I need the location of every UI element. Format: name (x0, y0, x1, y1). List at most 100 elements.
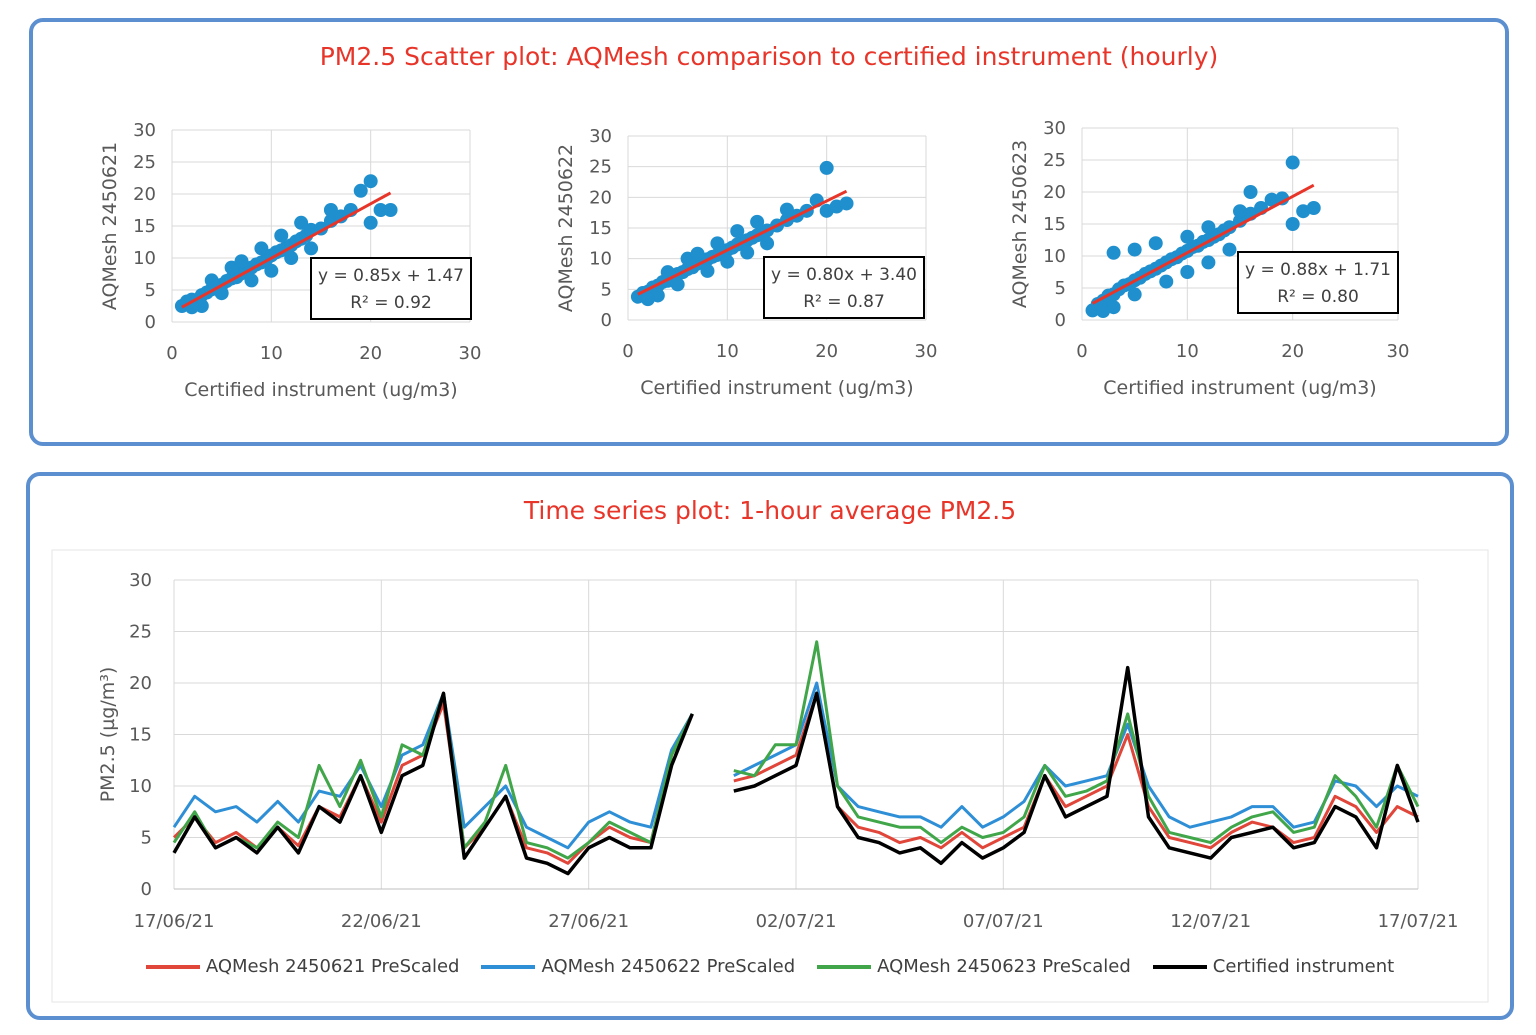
timeseries-chart: 0 5 10 15 20 25 30 17/06/21 22/06/21 27/06/21 02/0… (51, 549, 1489, 1003)
y-tick-label: 20 (589, 187, 612, 208)
legend-swatch (481, 964, 536, 969)
y-tick-label: 20 (1043, 182, 1066, 203)
y-tick-label: 25 (1043, 150, 1066, 171)
scatter-point (363, 174, 378, 189)
scatter-point (254, 241, 269, 256)
legend-label: AQMesh 2450621 PreScaled (205, 956, 460, 977)
y-tick-label: 10 (1043, 246, 1066, 267)
trend-equation: y = 0.85x + 1.47 (318, 266, 464, 286)
timeseries-panel: Time series plot: 1-hour average PM2.5 0… (26, 472, 1514, 1020)
series-line-2 (172, 681, 1419, 850)
trend-line (181, 191, 392, 309)
r-squared: R² = 0.80 (1277, 287, 1359, 307)
scatter-point (740, 245, 755, 260)
scatter-point (214, 286, 229, 301)
scatter-point (670, 277, 685, 292)
y-tick-label: 20 (133, 184, 156, 205)
scatter-point (204, 273, 219, 288)
y-tick-label: 30 (129, 570, 152, 591)
y-axis-title: PM2.5 (µg/m³) (97, 667, 119, 803)
timeseries-legend: AQMesh 2450621 PreScaled AQMesh 2450622 P… (30, 956, 1510, 977)
scatter-point (1275, 191, 1290, 206)
scatter-point (244, 273, 259, 288)
scatter-point (234, 254, 249, 269)
trend-equation: y = 0.88x + 1.71 (1245, 260, 1391, 280)
scatter-point (1127, 242, 1142, 257)
scatter-chart-3: 0 5 10 15 20 25 30 0 10 20 30 Certified instrument … (1009, 118, 1409, 399)
legend-label: AQMesh 2450622 PreScaled (541, 956, 796, 977)
scatter-point (700, 263, 715, 278)
trend-line (637, 189, 848, 296)
scatter-point (1285, 217, 1300, 231)
x-tick-label: 0 (166, 343, 177, 364)
y-axis-title: AQMesh 2450623 (1009, 140, 1031, 308)
scatter-point (1180, 229, 1195, 244)
x-axis-title: Certified instrument (ug/m3) (1103, 377, 1376, 399)
scatter-point (1296, 204, 1311, 219)
x-axis-title: Certified instrument (ug/m3) (640, 377, 913, 399)
equation-box (310, 257, 472, 320)
legend-item: AQMesh 2450623 PreScaled (817, 956, 1131, 977)
x-tick-label: 10 (716, 341, 739, 362)
equation-box (763, 256, 925, 319)
scatter-point (710, 236, 725, 251)
scatter-point (640, 292, 655, 307)
y-tick-label: 25 (589, 157, 612, 178)
scatter-point (1285, 155, 1300, 170)
scatter-point (1106, 300, 1121, 315)
scatter-point (383, 203, 398, 217)
scatter-point (720, 254, 735, 269)
y-tick-label: 0 (1055, 310, 1066, 331)
r-squared: R² = 0.92 (350, 293, 432, 313)
scatter-point (284, 251, 299, 265)
scatter-point (1201, 255, 1216, 270)
scatter-point (779, 202, 794, 217)
scatter-point (304, 241, 319, 256)
y-tick-label: 30 (1043, 118, 1066, 139)
scatter-point (1148, 236, 1163, 251)
scatter-point (1201, 220, 1216, 235)
legend-label: Certified instrument (1212, 956, 1395, 977)
scatter-point (353, 183, 368, 198)
x-tick-label: 0 (622, 341, 633, 362)
x-tick-label: 30 (1387, 341, 1410, 362)
y-axis-title: AQMesh 2450622 (555, 144, 577, 312)
legend-swatch (817, 964, 872, 969)
y-tick-label: 5 (141, 828, 152, 849)
scatter-point (1243, 185, 1258, 199)
y-tick-label: 0 (145, 312, 156, 333)
y-tick-label: 5 (601, 279, 612, 300)
scatter-point (323, 203, 338, 217)
scatter-point (839, 196, 854, 211)
legend-swatch (1152, 964, 1207, 969)
x-tick-label: 22/06/21 (341, 911, 422, 932)
scatter-point (819, 160, 834, 175)
scatter-point (730, 224, 745, 239)
x-tick-label: 30 (915, 341, 938, 362)
x-tick-label: 10 (260, 343, 283, 364)
x-tick-label: 12/07/21 (1170, 911, 1251, 932)
scatter-panel: PM2.5 Scatter plot: AQMesh comparison to… (29, 18, 1509, 446)
legend-item: AQMesh 2450622 PreScaled (481, 956, 795, 977)
timeseries-panel-title: Time series plot: 1-hour average PM2.5 (523, 496, 1017, 525)
y-tick-label: 15 (1043, 214, 1066, 235)
y-tick-label: 30 (133, 120, 156, 141)
scatter-point (274, 228, 289, 243)
y-tick-label: 20 (129, 673, 152, 694)
scatter-panel-title: PM2.5 Scatter plot: AQMesh comparison to… (319, 42, 1219, 71)
y-tick-label: 25 (129, 622, 152, 643)
y-tick-label: 10 (133, 248, 156, 269)
y-tick-label: 5 (1055, 278, 1066, 299)
scatter-point (1222, 242, 1237, 257)
scatter-point (750, 214, 765, 229)
r-squared: R² = 0.87 (803, 292, 885, 312)
legend-swatch (145, 964, 200, 969)
x-tick-label: 20 (359, 343, 382, 364)
trend-equation: y = 0.80x + 3.40 (771, 265, 917, 285)
y-tick-label: 0 (601, 310, 612, 331)
y-tick-label: 15 (589, 218, 612, 239)
scatter-point (1180, 265, 1195, 279)
scatter-point (760, 236, 775, 251)
